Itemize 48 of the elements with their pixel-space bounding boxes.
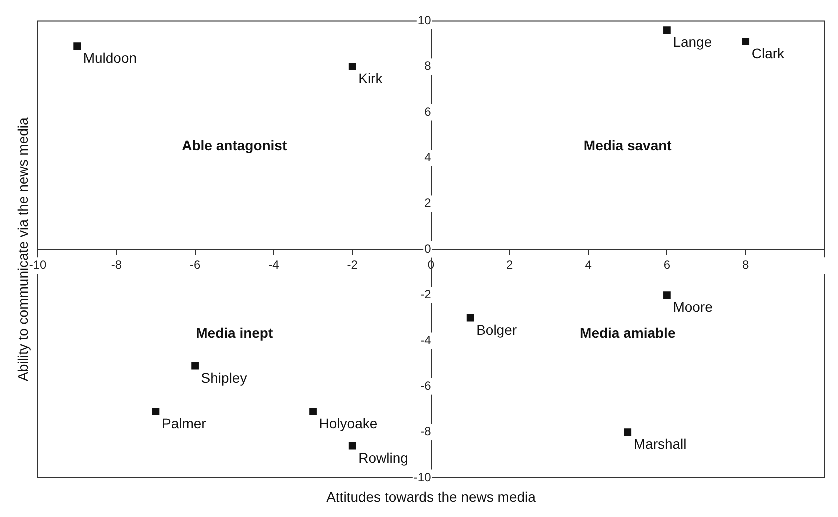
y-tick-label: 8 <box>424 59 432 74</box>
x-tick-label: -8 <box>111 258 122 272</box>
point <box>466 314 474 322</box>
annotation: Media savant <box>584 138 672 154</box>
annotation: Holyoake <box>319 416 378 432</box>
x-tick-label: 2 <box>506 258 514 272</box>
annotation: Lange <box>673 34 712 50</box>
y-tick-label: -6 <box>420 378 432 393</box>
annotation: Muldoon <box>83 50 138 66</box>
annotation: Shipley <box>201 370 248 386</box>
x-tick-label: 6 <box>664 258 671 272</box>
point <box>310 408 317 416</box>
y-tick-label: -2 <box>420 288 432 302</box>
annotation: Moore <box>673 299 714 316</box>
point <box>664 26 671 34</box>
point <box>74 42 82 50</box>
point <box>348 63 356 71</box>
y-tick-label: -4 <box>420 333 432 348</box>
y-tick-label: 4 <box>424 150 432 165</box>
y-tick-label: 0 <box>424 242 432 256</box>
point <box>664 292 671 299</box>
annotation: Marshall <box>634 436 687 452</box>
y-axis-title: Ability to communicate via the news media <box>14 118 31 382</box>
annotation: Bolger <box>476 322 518 338</box>
annotation: Able antagonist <box>182 138 288 154</box>
x-tick-label: -2 <box>347 258 358 272</box>
y-tick-label: -8 <box>420 424 432 439</box>
y-tick-label: 2 <box>424 196 432 210</box>
annotation: Palmer <box>162 416 207 432</box>
point <box>348 442 356 450</box>
point <box>192 362 199 370</box>
y-tick-label: 6 <box>424 104 432 119</box>
annotation: Rowling <box>358 450 408 466</box>
y-tick-label: 10 <box>418 14 432 28</box>
annotation: Media inept <box>196 324 274 341</box>
point <box>624 428 632 436</box>
x-tick-label: -10 <box>29 258 47 272</box>
annotation: Media amiable <box>580 324 676 341</box>
x-tick-label: -6 <box>190 258 201 272</box>
point <box>152 408 160 416</box>
y-tick-label: -10 <box>414 470 432 484</box>
x-tick-label: -4 <box>268 258 280 272</box>
x-tick-label: 4 <box>585 258 592 272</box>
x-axis-title: Attitudes towards the news media <box>326 489 536 505</box>
x-tick-label: 8 <box>742 258 750 272</box>
annotation: Clark <box>752 46 786 62</box>
annotation: Kirk <box>358 70 384 87</box>
point <box>742 38 750 46</box>
